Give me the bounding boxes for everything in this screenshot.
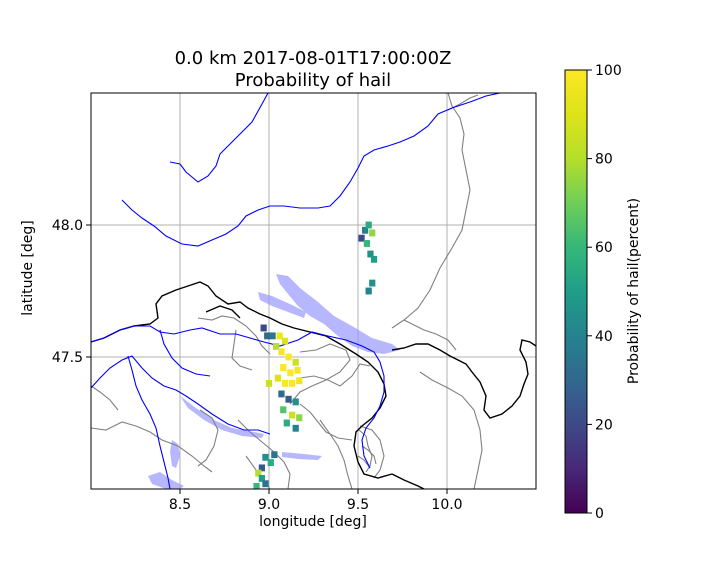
x-axis-label: longitude [deg] [259, 514, 367, 530]
chart-title: 0.0 km 2017-08-01T17:00:00Z [175, 48, 452, 69]
hail-cell [258, 464, 265, 472]
colorbar-tick-label: 60 [595, 240, 613, 256]
aare [91, 355, 271, 435]
hail-cell [296, 377, 303, 385]
hail-cell [281, 337, 289, 345]
hail-cell [285, 395, 292, 403]
hail-cell [265, 379, 273, 387]
hail-cell [255, 469, 262, 477]
hail-cell [358, 234, 365, 242]
colorbar-tick-label: 80 [595, 152, 613, 168]
chart-subtitle: Probability of hail [235, 70, 391, 91]
colorbar-tick-label: 100 [595, 63, 622, 79]
plot-background [91, 93, 536, 489]
hail-cell [292, 424, 299, 432]
lakes [148, 274, 400, 489]
hail-cell [289, 411, 296, 419]
lake-walen [282, 452, 322, 460]
lake-constance-west [258, 292, 306, 318]
hail-cell [280, 364, 287, 371]
hail-cell [253, 482, 260, 489]
limmat [159, 329, 211, 377]
hail-cell [264, 332, 271, 340]
hail-cell [362, 226, 369, 234]
hail-cell [276, 332, 283, 340]
x-tick-label: 9.0 [258, 497, 280, 513]
colorbar: 0 20 40 60 80 100 Probability of hail(percent… [564, 63, 642, 522]
hail-cells [253, 221, 378, 489]
hail-cell [278, 348, 285, 356]
lake-constance [276, 274, 400, 354]
hail-cell [271, 451, 278, 459]
lake-zurich [180, 396, 264, 438]
hail-cell [292, 398, 299, 406]
lake-zug [170, 440, 180, 468]
hail-cell [287, 369, 294, 377]
hail-cell [296, 414, 303, 422]
danube-tributary [169, 93, 269, 183]
hail-cell [365, 287, 372, 295]
colorbar-label: Probability of hail(percent) [626, 198, 642, 384]
gridlines [91, 93, 536, 489]
hail-cell [369, 229, 376, 237]
hail-cell [260, 324, 267, 332]
y-tick-label: 48.0 [52, 218, 83, 234]
hail-cell [262, 480, 269, 488]
hail-cell [280, 406, 287, 414]
colorbar-frame [564, 69, 588, 514]
hail-cell [289, 379, 296, 387]
hail-cell [285, 353, 292, 361]
plot-area: 8.5 9.0 9.5 10.0 47.5 48.0 [52, 92, 537, 513]
hail-cell [363, 240, 371, 247]
x-axis-ticks: 8.5 9.0 9.5 10.0 [169, 489, 463, 513]
lake-lucerne [148, 472, 184, 489]
colorbar-gradient [565, 70, 587, 513]
hail-cell [365, 221, 372, 229]
rivers [91, 93, 512, 489]
hail-cell [281, 379, 289, 387]
hail-cell [273, 343, 280, 350]
hail-cell [278, 390, 285, 398]
hail-cell [283, 419, 290, 427]
x-tick-label: 8.5 [169, 497, 191, 513]
hail-cell [274, 374, 282, 382]
colorbar-ticks: 0 20 40 60 80 100 [587, 63, 622, 522]
reuss [127, 355, 171, 489]
rhine [91, 325, 385, 469]
hail-cell [367, 250, 374, 258]
colorbar-tick-label: 0 [595, 506, 604, 522]
map-layers [91, 93, 536, 489]
hail-cell [369, 279, 376, 287]
y-axis-label: latitude [deg] [20, 220, 36, 315]
hail-cell [267, 459, 274, 467]
hail-cell [370, 255, 378, 263]
y-axis-ticks: 47.5 48.0 [52, 218, 91, 366]
hail-cell [262, 453, 269, 461]
hail-cell [258, 475, 265, 482]
plot-frame [90, 92, 537, 490]
hail-cell [269, 332, 276, 340]
y-tick-label: 47.5 [52, 350, 83, 366]
hail-cell [292, 358, 299, 366]
x-tick-label: 9.5 [347, 497, 369, 513]
colorbar-tick-label: 20 [595, 417, 613, 433]
x-tick-label: 10.0 [431, 497, 462, 513]
danube [121, 93, 512, 247]
hail-cell [294, 366, 301, 374]
colorbar-tick-label: 40 [595, 329, 613, 345]
